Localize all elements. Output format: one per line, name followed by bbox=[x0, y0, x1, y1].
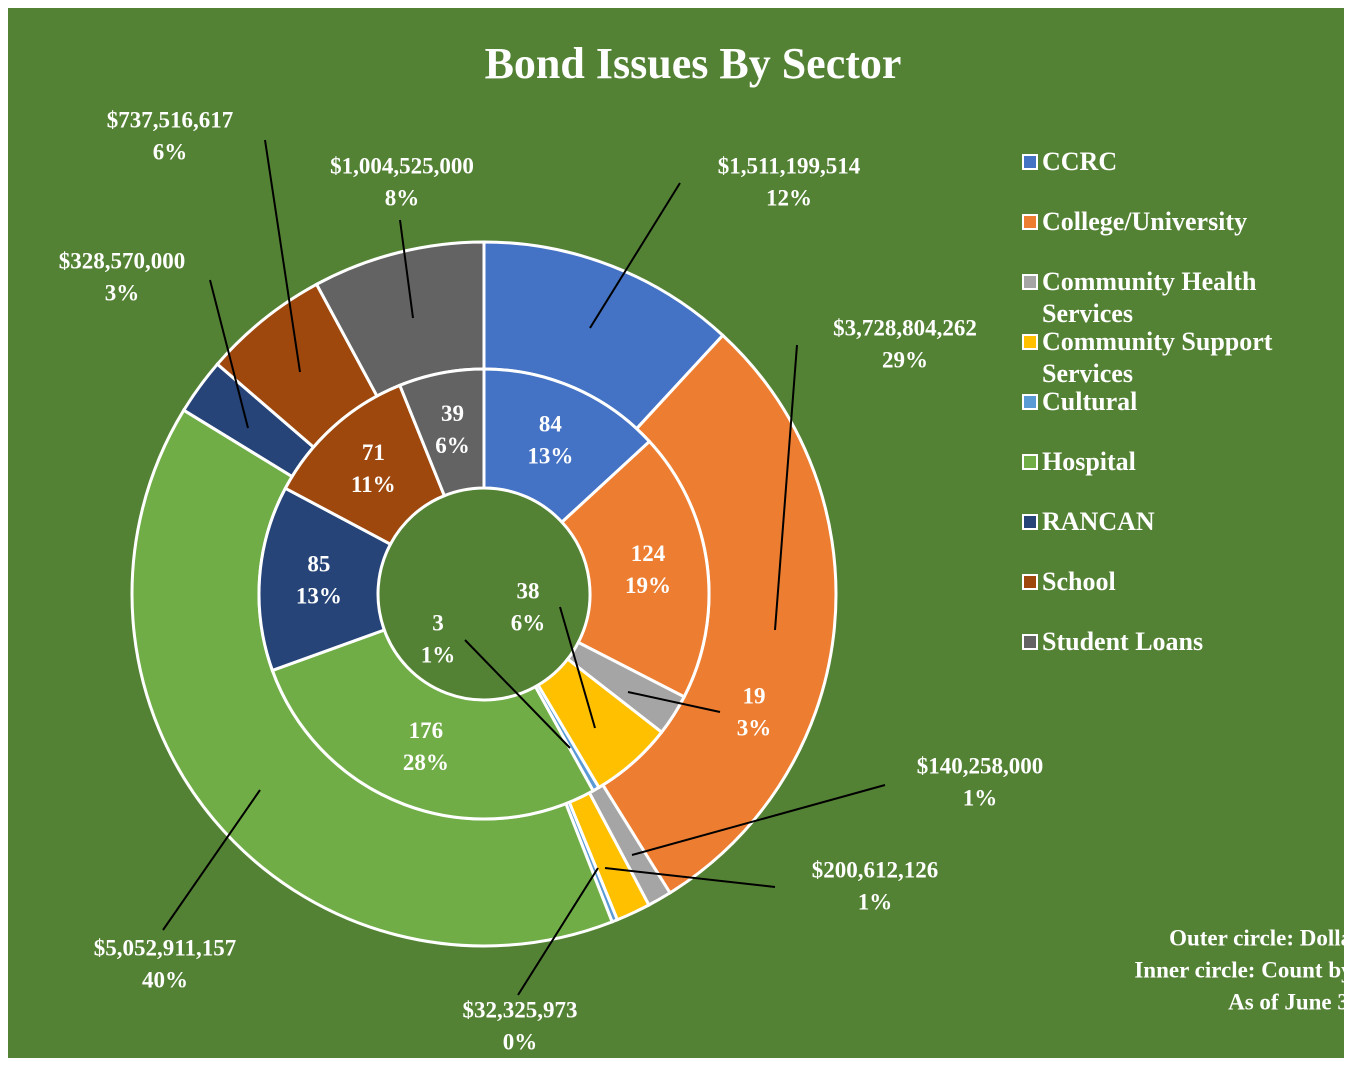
donut-slice bbox=[397, 367, 486, 498]
data-label: 3 bbox=[432, 610, 444, 635]
leader-line bbox=[631, 784, 886, 856]
legend-label: Hospital bbox=[1042, 447, 1136, 476]
legend-item: CCRC bbox=[1022, 146, 1117, 178]
legend-swatch bbox=[1022, 394, 1038, 410]
legend-swatch bbox=[1022, 514, 1038, 530]
data-label: $1,004,525,000 bbox=[330, 153, 474, 178]
leader-line bbox=[604, 867, 776, 888]
percent-label: 1% bbox=[858, 889, 893, 914]
legend-swatch bbox=[1022, 214, 1038, 230]
percent-label: 8% bbox=[385, 185, 420, 210]
data-label: 176 bbox=[409, 718, 444, 743]
donut-slice bbox=[270, 628, 596, 821]
percent-label: 1% bbox=[421, 642, 456, 667]
leader-line bbox=[517, 867, 599, 996]
percent-label: 3% bbox=[737, 715, 772, 740]
legend-item: Community Health Services bbox=[1022, 266, 1302, 330]
data-label: $328,570,000 bbox=[59, 248, 186, 273]
data-label: 39 bbox=[441, 401, 464, 426]
leader-line bbox=[774, 344, 798, 631]
percent-label: 3% bbox=[105, 280, 140, 305]
legend-swatch bbox=[1022, 574, 1038, 590]
percent-label: 1% bbox=[963, 785, 998, 810]
data-label: 85 bbox=[307, 551, 330, 576]
leader-line bbox=[589, 182, 681, 329]
data-label: $737,516,617 bbox=[107, 107, 234, 132]
data-label: 71 bbox=[362, 440, 385, 465]
leader-line bbox=[264, 139, 301, 373]
data-label: $200,612,126 bbox=[812, 857, 939, 882]
legend-label: Student Loans bbox=[1042, 627, 1204, 656]
legend-item: RANCAN bbox=[1022, 506, 1155, 538]
legend-label: Community Health Services bbox=[1042, 267, 1257, 328]
note: As of June 30, 2022 bbox=[1228, 989, 1352, 1014]
percent-label: 13% bbox=[296, 583, 342, 608]
legend-label: School bbox=[1042, 567, 1116, 596]
data-label: 124 bbox=[631, 541, 666, 566]
percent-label: 6% bbox=[435, 433, 470, 458]
leader-line bbox=[399, 219, 414, 319]
legend-label: Cultural bbox=[1042, 387, 1138, 416]
data-label: $3,728,804,262 bbox=[833, 315, 977, 340]
legend-item: Cultural bbox=[1022, 386, 1137, 418]
legend-item: Community Support Services bbox=[1022, 326, 1302, 390]
percent-label: 19% bbox=[625, 573, 671, 598]
percent-label: 6% bbox=[153, 139, 188, 164]
data-label: $32,325,973 bbox=[463, 997, 578, 1022]
chart-title: Bond Issues By Sector bbox=[485, 39, 902, 88]
data-label: $1,511,199,514 bbox=[718, 153, 861, 178]
legend-item: School bbox=[1022, 566, 1116, 598]
note: Inner circle: Count by Type & Percent bbox=[1134, 957, 1352, 982]
legend-swatch bbox=[1022, 634, 1038, 650]
leader-line bbox=[627, 691, 721, 713]
percent-label: 0% bbox=[503, 1029, 538, 1054]
percent-label: 12% bbox=[766, 185, 812, 210]
legend-label: Community Support Services bbox=[1042, 327, 1273, 388]
legend-label: RANCAN bbox=[1042, 507, 1155, 536]
percent-label: 6% bbox=[511, 610, 546, 635]
legend-swatch bbox=[1022, 154, 1038, 170]
legend-swatch bbox=[1022, 274, 1038, 290]
percent-label: 13% bbox=[527, 444, 573, 469]
data-label: $5,052,911,157 bbox=[94, 935, 236, 960]
data-label: 19 bbox=[743, 683, 766, 708]
legend-item: Student Loans bbox=[1022, 626, 1203, 658]
legend-item: College/University bbox=[1022, 206, 1247, 238]
donut-slice bbox=[257, 486, 393, 673]
data-label: $140,258,000 bbox=[917, 753, 1044, 778]
legend-label: College/University bbox=[1042, 207, 1248, 236]
legend-label: CCRC bbox=[1042, 147, 1118, 176]
percent-label: 40% bbox=[142, 967, 188, 992]
leader-line bbox=[209, 279, 249, 429]
donut-slice bbox=[559, 439, 711, 699]
leader-line bbox=[162, 789, 261, 931]
legend-swatch bbox=[1022, 334, 1038, 350]
percent-label: 11% bbox=[351, 472, 396, 497]
data-label: 38 bbox=[517, 578, 540, 603]
data-label: 84 bbox=[539, 412, 563, 437]
leader-line bbox=[464, 639, 571, 749]
note: Outer circle: Dollars & Percent bbox=[1169, 925, 1352, 950]
percent-label: 28% bbox=[403, 750, 449, 775]
percent-label: 29% bbox=[882, 347, 928, 372]
leader-line bbox=[559, 606, 596, 729]
legend-swatch bbox=[1022, 454, 1038, 470]
legend-item: Hospital bbox=[1022, 446, 1136, 478]
